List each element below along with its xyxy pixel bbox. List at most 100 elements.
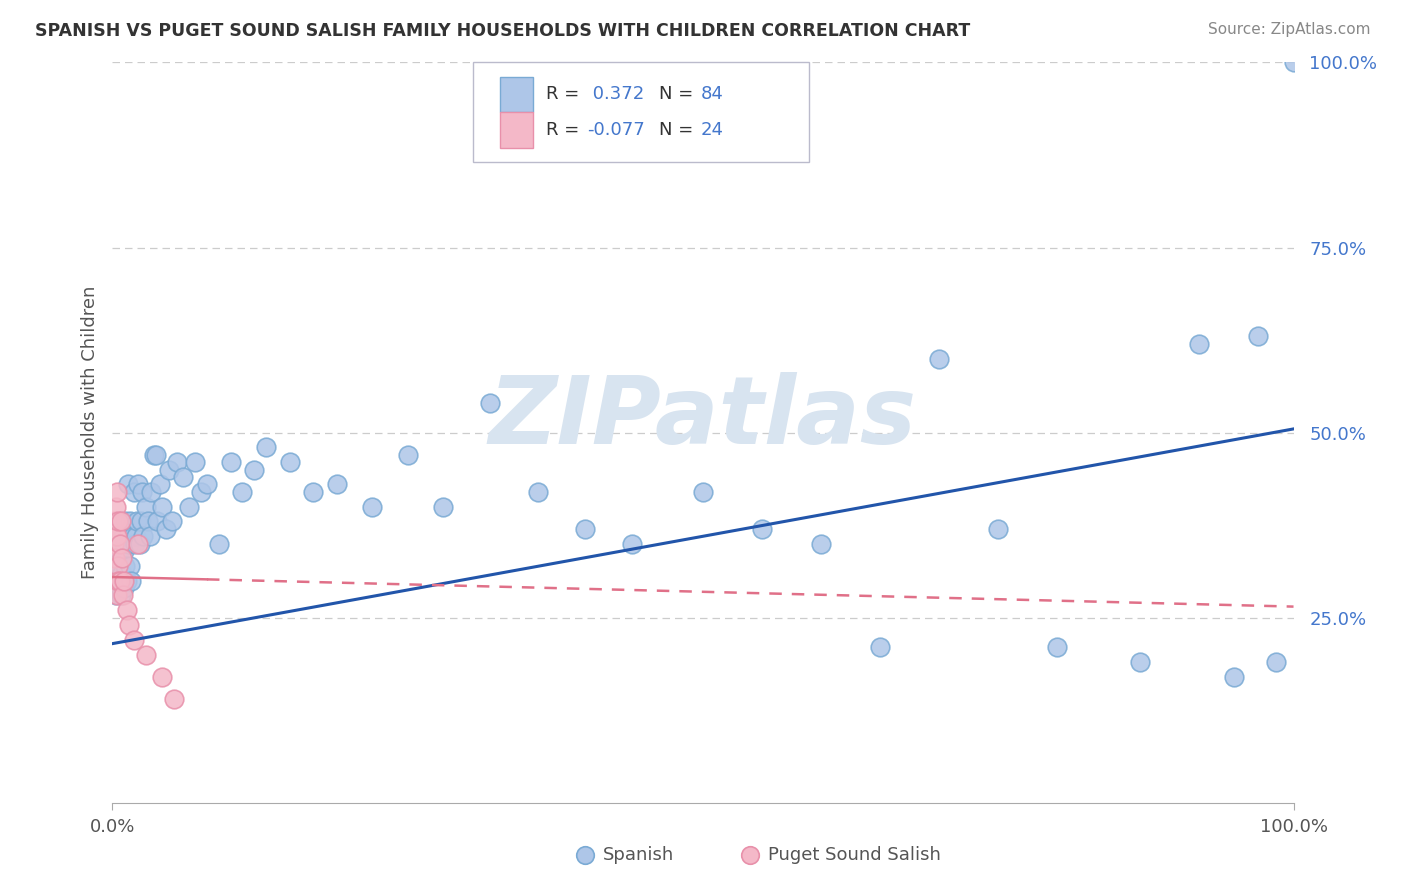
Point bbox=[132, 529, 155, 543]
Point bbox=[108, 574, 131, 588]
Point bbox=[127, 477, 149, 491]
Point bbox=[160, 515, 183, 529]
Point bbox=[127, 515, 149, 529]
Point bbox=[361, 500, 384, 514]
Point bbox=[107, 551, 129, 566]
Point bbox=[479, 396, 502, 410]
Point bbox=[574, 847, 596, 862]
Point bbox=[112, 574, 135, 588]
Point bbox=[208, 536, 231, 550]
Text: 24: 24 bbox=[700, 120, 724, 139]
Text: N =: N = bbox=[659, 86, 699, 103]
Point bbox=[108, 581, 131, 595]
Point bbox=[124, 536, 146, 550]
Point bbox=[117, 529, 139, 543]
Text: Source: ZipAtlas.com: Source: ZipAtlas.com bbox=[1208, 22, 1371, 37]
Point bbox=[128, 536, 150, 550]
Point bbox=[243, 462, 266, 476]
Point bbox=[105, 589, 128, 603]
Point bbox=[219, 455, 242, 469]
Point bbox=[114, 558, 136, 573]
Point bbox=[142, 448, 165, 462]
Point bbox=[141, 484, 163, 499]
Point bbox=[526, 484, 548, 499]
Point bbox=[136, 515, 159, 529]
Point bbox=[1282, 55, 1305, 70]
Text: -0.077: -0.077 bbox=[588, 120, 645, 139]
Point bbox=[574, 522, 596, 536]
Point bbox=[1129, 655, 1152, 669]
Point bbox=[112, 529, 135, 543]
Point bbox=[195, 477, 218, 491]
Point bbox=[740, 847, 762, 862]
Point bbox=[869, 640, 891, 655]
Point bbox=[114, 515, 136, 529]
Point bbox=[112, 544, 135, 558]
Point bbox=[105, 529, 128, 543]
Point bbox=[110, 589, 132, 603]
FancyBboxPatch shape bbox=[501, 112, 533, 147]
Point bbox=[122, 484, 145, 499]
Point bbox=[1264, 655, 1286, 669]
Point bbox=[112, 581, 135, 595]
Point bbox=[105, 529, 128, 543]
Point bbox=[692, 484, 714, 499]
Point bbox=[118, 618, 141, 632]
Point bbox=[928, 351, 950, 366]
Point bbox=[302, 484, 325, 499]
Point bbox=[254, 441, 277, 455]
Point bbox=[110, 515, 132, 529]
Point bbox=[326, 477, 349, 491]
Point bbox=[810, 536, 832, 550]
Point bbox=[105, 536, 128, 550]
Point bbox=[231, 484, 253, 499]
Y-axis label: Family Households with Children: Family Households with Children bbox=[80, 286, 98, 579]
Text: 84: 84 bbox=[700, 86, 724, 103]
Point bbox=[104, 574, 127, 588]
Point bbox=[166, 455, 188, 469]
Point bbox=[121, 529, 143, 543]
Point bbox=[105, 589, 128, 603]
Point bbox=[432, 500, 454, 514]
Point bbox=[1046, 640, 1069, 655]
Point bbox=[135, 500, 157, 514]
Point bbox=[179, 500, 201, 514]
Point bbox=[117, 477, 139, 491]
Point bbox=[135, 648, 157, 662]
Text: SPANISH VS PUGET SOUND SALISH FAMILY HOUSEHOLDS WITH CHILDREN CORRELATION CHART: SPANISH VS PUGET SOUND SALISH FAMILY HOU… bbox=[35, 22, 970, 40]
Point bbox=[104, 515, 127, 529]
Point bbox=[146, 515, 169, 529]
Point bbox=[1188, 336, 1211, 351]
Point bbox=[122, 632, 145, 647]
Point bbox=[127, 536, 149, 550]
Point bbox=[190, 484, 212, 499]
Text: ZIPatlas: ZIPatlas bbox=[489, 372, 917, 464]
Point bbox=[131, 484, 153, 499]
Point bbox=[149, 477, 172, 491]
Point bbox=[107, 558, 129, 573]
Point bbox=[103, 536, 125, 550]
FancyBboxPatch shape bbox=[501, 77, 533, 112]
Text: Puget Sound Salish: Puget Sound Salish bbox=[768, 846, 941, 863]
Point bbox=[278, 455, 301, 469]
Point bbox=[150, 670, 173, 684]
Point bbox=[1247, 329, 1270, 343]
Point bbox=[157, 462, 180, 476]
Point bbox=[150, 500, 173, 514]
Point bbox=[115, 603, 138, 617]
Point bbox=[184, 455, 207, 469]
Point bbox=[105, 500, 128, 514]
Point bbox=[1223, 670, 1246, 684]
Point bbox=[104, 551, 127, 566]
Text: 0.372: 0.372 bbox=[588, 86, 644, 103]
Point bbox=[125, 529, 148, 543]
Point bbox=[118, 536, 141, 550]
Point bbox=[396, 448, 419, 462]
Point bbox=[172, 470, 194, 484]
Text: R =: R = bbox=[546, 86, 585, 103]
Point bbox=[129, 515, 152, 529]
Point bbox=[111, 551, 134, 566]
Point bbox=[145, 448, 167, 462]
Point bbox=[110, 536, 132, 550]
Point bbox=[987, 522, 1010, 536]
